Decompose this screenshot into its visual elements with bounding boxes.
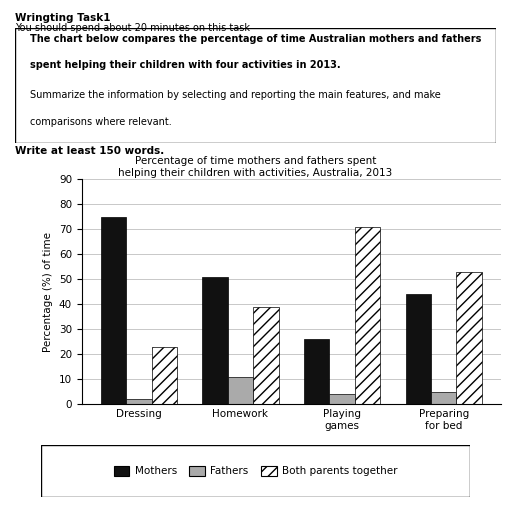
Bar bbox=[253, 307, 278, 404]
FancyBboxPatch shape bbox=[41, 445, 470, 497]
Text: You should spend about 20 minutes on this task: You should spend about 20 minutes on thi… bbox=[15, 23, 250, 33]
Text: The chart below compares the percentage of time Australian mothers and fathers: The chart below compares the percentage … bbox=[30, 34, 481, 44]
Bar bbox=[431, 392, 456, 404]
Bar bbox=[330, 394, 355, 404]
Y-axis label: Percentage (%) of time: Percentage (%) of time bbox=[43, 232, 53, 352]
Bar bbox=[126, 399, 152, 404]
Bar bbox=[228, 377, 253, 404]
Bar bbox=[456, 272, 482, 404]
Bar bbox=[101, 217, 126, 404]
Legend: Mothers, Fathers, Both parents together: Mothers, Fathers, Both parents together bbox=[109, 461, 402, 481]
Text: Summarize the information by selecting and reporting the main features, and make: Summarize the information by selecting a… bbox=[30, 90, 440, 100]
Text: Write at least 150 words.: Write at least 150 words. bbox=[15, 146, 165, 156]
Text: Wringting Task1: Wringting Task1 bbox=[15, 13, 111, 23]
Bar bbox=[202, 277, 228, 404]
Bar bbox=[406, 294, 431, 404]
Bar bbox=[355, 227, 380, 404]
Bar bbox=[152, 347, 177, 404]
FancyBboxPatch shape bbox=[15, 28, 496, 143]
Text: Percentage of time mothers and fathers spent: Percentage of time mothers and fathers s… bbox=[135, 156, 376, 166]
Text: helping their children with activities, Australia, 2013: helping their children with activities, … bbox=[119, 168, 392, 178]
Text: comparisons where relevant.: comparisons where relevant. bbox=[30, 117, 172, 127]
Text: spent helping their children with four activities in 2013.: spent helping their children with four a… bbox=[30, 60, 340, 71]
Bar bbox=[304, 339, 330, 404]
